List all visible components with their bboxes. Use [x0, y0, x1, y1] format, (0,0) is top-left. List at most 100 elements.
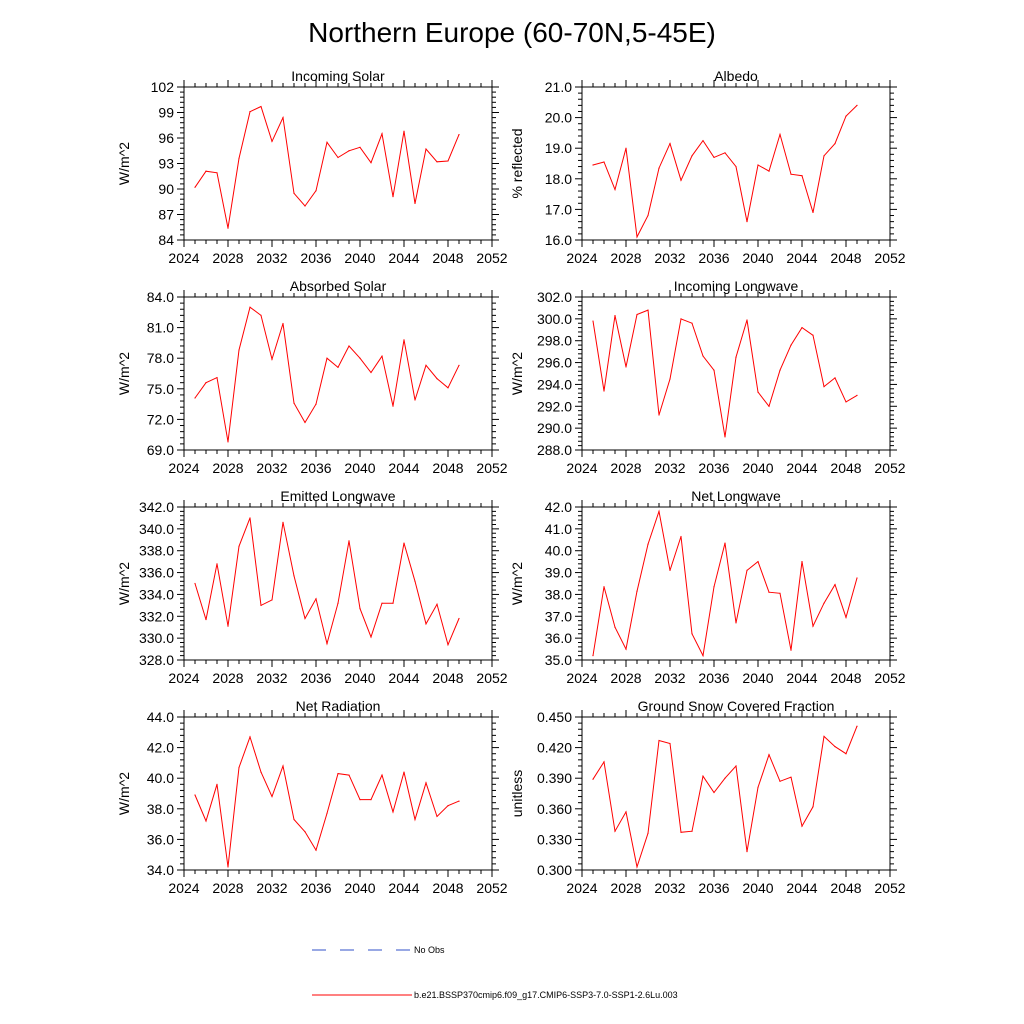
data-point [680, 831, 682, 833]
data-point [680, 179, 682, 181]
data-point [779, 369, 781, 371]
x-tick-label: 2032 [654, 880, 685, 896]
y-tick-label: 87 [158, 207, 174, 223]
x-tick-label: 2044 [388, 670, 419, 686]
x-tick-label: 2040 [344, 670, 375, 686]
data-point [282, 322, 284, 325]
data-point [592, 320, 594, 322]
y-tick-label: 294.0 [537, 376, 572, 392]
data-point [680, 535, 682, 538]
data-point [447, 805, 449, 807]
data-point [636, 313, 638, 316]
data-point [691, 322, 693, 324]
series-line [592, 309, 858, 437]
panel-albedo: Albedo 2024 2028 2032 2036 2040 2044 2048 2052 16… [509, 68, 906, 266]
y-tick-label: 36.0 [147, 831, 174, 847]
x-tick-label: 2024 [168, 880, 199, 896]
data-point [216, 172, 218, 174]
data-point [348, 774, 350, 776]
x-tick-label: 2048 [830, 460, 861, 476]
y-tick-label: 39.0 [545, 565, 572, 581]
panel-title: Albedo [714, 68, 758, 84]
y-tick-label: 338.0 [139, 543, 174, 559]
data-point [227, 441, 229, 443]
data-point [790, 344, 792, 346]
series-line [592, 509, 858, 658]
data-point [249, 736, 251, 738]
data-point [227, 866, 229, 868]
x-tick-label: 2048 [830, 670, 861, 686]
data-point [370, 636, 372, 638]
data-point [779, 780, 781, 782]
data-point [271, 599, 273, 601]
y-tick-label: 0.360 [537, 801, 572, 817]
data-point [724, 152, 726, 154]
x-tick-label: 2028 [610, 460, 641, 476]
panel-title: Emitted Longwave [280, 488, 395, 504]
y-tick-label: 298.0 [537, 333, 572, 349]
data-point [216, 783, 218, 785]
data-point [636, 236, 638, 238]
data-point [447, 387, 449, 389]
data-point [293, 575, 295, 577]
y-tick-label: 19.0 [545, 140, 572, 156]
data-point [592, 655, 594, 657]
data-point [326, 357, 328, 359]
data-point [592, 778, 594, 780]
data-point [801, 175, 803, 177]
x-tick-label: 2032 [256, 880, 287, 896]
x-tick-label: 2048 [830, 880, 861, 896]
data-point [735, 765, 737, 767]
y-tick-label: 334.0 [139, 586, 174, 602]
data-point [249, 111, 251, 113]
x-tick-label: 2024 [566, 460, 597, 476]
series-line [592, 105, 858, 239]
data-point [293, 192, 295, 194]
y-tick-label: 99 [158, 105, 174, 121]
data-point [647, 309, 649, 311]
y-tick-label: 332.0 [139, 608, 174, 624]
y-axis-label: W/m^2 [509, 562, 525, 605]
data-point [381, 602, 383, 604]
data-point [447, 160, 449, 162]
data-point [315, 598, 317, 600]
x-tick-label: 2040 [344, 460, 375, 476]
series-line [194, 105, 460, 229]
y-tick-label: 42.0 [147, 740, 174, 756]
x-tick-label: 2052 [874, 880, 905, 896]
data-point [271, 795, 273, 798]
data-point [856, 577, 858, 579]
data-point [625, 147, 627, 149]
data-point [337, 773, 339, 775]
data-point [392, 602, 394, 604]
panel-absorbed-solar: Absorbed Solar 2024 2028 2032 2036 2040 2044 20… [116, 278, 508, 476]
y-tick-label: 300.0 [537, 311, 572, 327]
data-point [768, 405, 770, 407]
x-tick-label: 2036 [698, 460, 729, 476]
data-point [194, 397, 196, 399]
data-point [801, 561, 803, 563]
x-tick-label: 2032 [256, 250, 287, 266]
x-tick-label: 2040 [344, 880, 375, 896]
data-point [702, 775, 704, 777]
data-point [436, 603, 438, 605]
x-tick-label: 2048 [432, 250, 463, 266]
data-point [392, 405, 394, 407]
x-tick-label: 2052 [476, 670, 507, 686]
x-tick-label: 2040 [742, 670, 773, 686]
y-tick-label: 69.0 [147, 442, 174, 458]
x-tick-label: 2044 [786, 460, 817, 476]
data-point [326, 643, 328, 645]
x-tick-label: 2024 [168, 460, 199, 476]
data-point [856, 725, 858, 727]
data-point [260, 604, 262, 606]
data-point [603, 161, 605, 163]
x-tick-label: 2036 [300, 460, 331, 476]
x-tick-label: 2052 [476, 880, 507, 896]
y-tick-label: 0.450 [537, 709, 572, 725]
y-axis-label: W/m^2 [116, 352, 132, 395]
data-point [238, 766, 240, 769]
y-tick-label: 290.0 [537, 420, 572, 436]
data-point [658, 739, 660, 742]
x-tick-label: 2044 [388, 880, 419, 896]
